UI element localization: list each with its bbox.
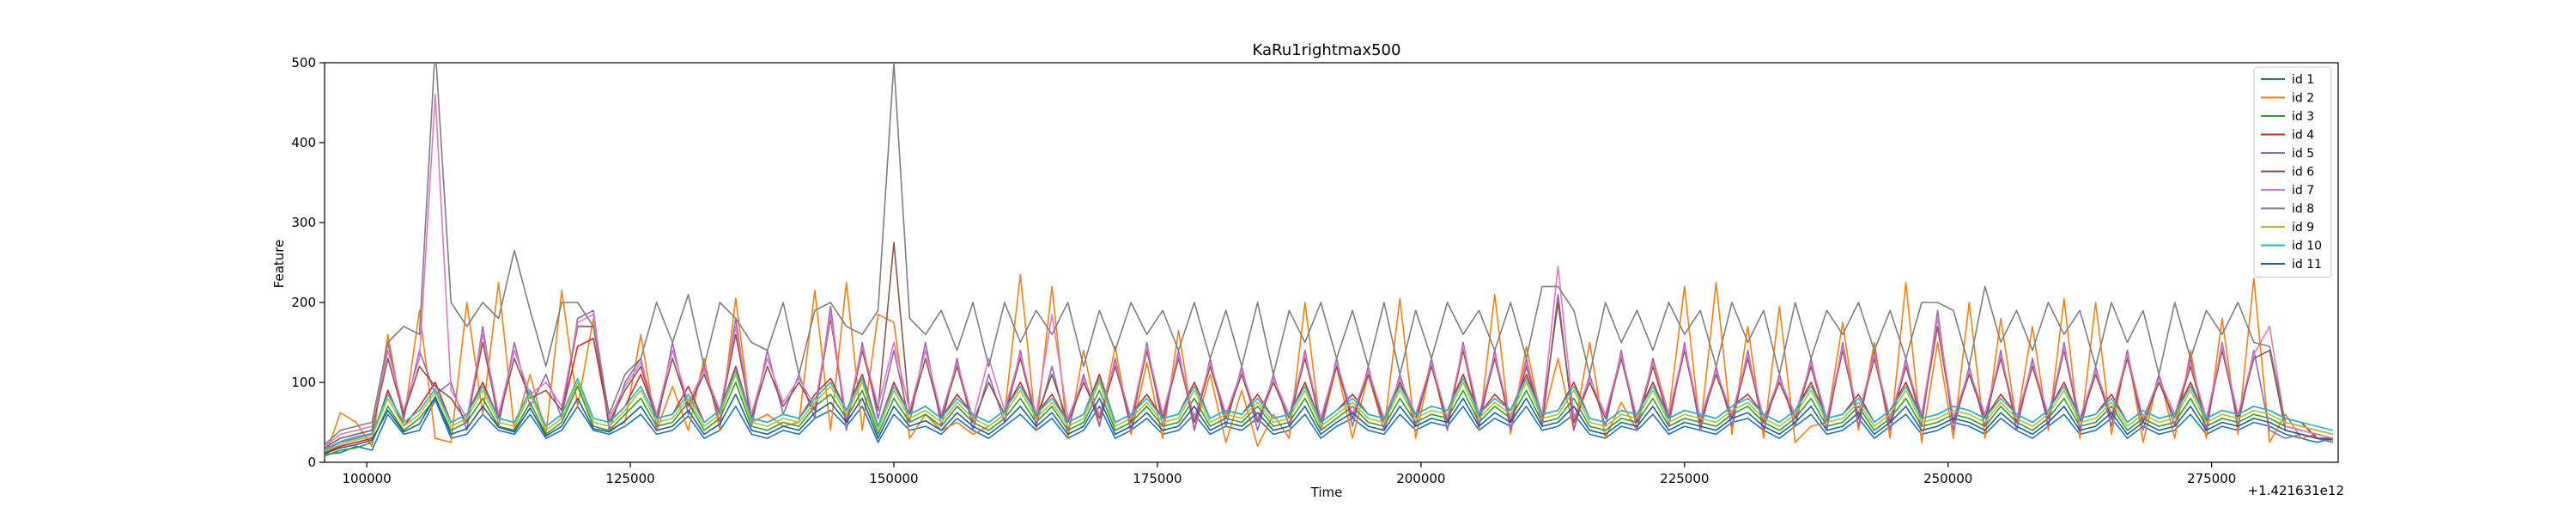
series-line-7 bbox=[325, 94, 2334, 448]
chart-title: KaRu1rightmax500 bbox=[1253, 41, 1401, 59]
legend-entry: id 9 bbox=[2292, 221, 2314, 235]
legend-entry: id 6 bbox=[2292, 166, 2314, 180]
series-line-11 bbox=[325, 394, 2333, 455]
legend: id 1 id 2 id 3 id 4 id 5 id 6 id 7 id 8 id 9 id 1… bbox=[2253, 66, 2332, 278]
x-tick-label: 175000 bbox=[1133, 471, 1182, 486]
y-tick-label: 200 bbox=[291, 295, 316, 310]
y-tick-label: 300 bbox=[291, 215, 316, 230]
legend-entry: id 7 bbox=[2292, 184, 2314, 198]
legend-entry: id 10 bbox=[2292, 240, 2322, 253]
y-tick-label: 400 bbox=[291, 135, 316, 150]
y-axis-ticks: 0 100 200 300 400 500 bbox=[291, 55, 325, 470]
legend-entry: id 1 bbox=[2292, 73, 2314, 87]
plot-area bbox=[324, 62, 2339, 463]
legend-entry: id 3 bbox=[2292, 110, 2314, 124]
series-line-6 bbox=[325, 241, 2333, 449]
x-tick-label: 225000 bbox=[1660, 471, 1709, 486]
x-axis-label: Time bbox=[1310, 485, 1343, 500]
series-line-3 bbox=[325, 382, 2334, 457]
y-tick-label: 500 bbox=[291, 55, 316, 70]
x-tick-label: 275000 bbox=[2187, 471, 2236, 486]
series-line-2 bbox=[325, 273, 2334, 459]
series-line-8 bbox=[325, 63, 2334, 446]
legend-entry: id 4 bbox=[2292, 129, 2314, 143]
series-line-9 bbox=[325, 373, 2334, 452]
y-tick-label: 100 bbox=[291, 375, 316, 390]
x-tick-label: 100000 bbox=[342, 471, 391, 486]
legend-entry: id 5 bbox=[2292, 147, 2314, 161]
y-tick-label: 0 bbox=[307, 455, 316, 470]
legend-entry: id 11 bbox=[2292, 258, 2322, 272]
legend-entry: id 2 bbox=[2292, 92, 2314, 106]
y-axis-label: Feature bbox=[271, 240, 287, 289]
series-lines bbox=[325, 63, 2334, 459]
legend-box bbox=[2253, 66, 2332, 278]
series-line-10 bbox=[325, 369, 2334, 450]
x-tick-label: 150000 bbox=[869, 471, 918, 486]
series-line-1 bbox=[325, 399, 2334, 455]
legend-entry: id 8 bbox=[2292, 203, 2314, 217]
x-tick-label: 125000 bbox=[605, 471, 654, 486]
x-tick-label: 250000 bbox=[1923, 471, 1972, 486]
x-tick-label: 200000 bbox=[1396, 471, 1445, 486]
axes-frame bbox=[324, 62, 2339, 463]
x-axis-offset-label: +1.421631e12 bbox=[2248, 483, 2344, 498]
x-axis-ticks: 100000 125000 150000 175000 200000 225000 2500… bbox=[342, 462, 2236, 486]
